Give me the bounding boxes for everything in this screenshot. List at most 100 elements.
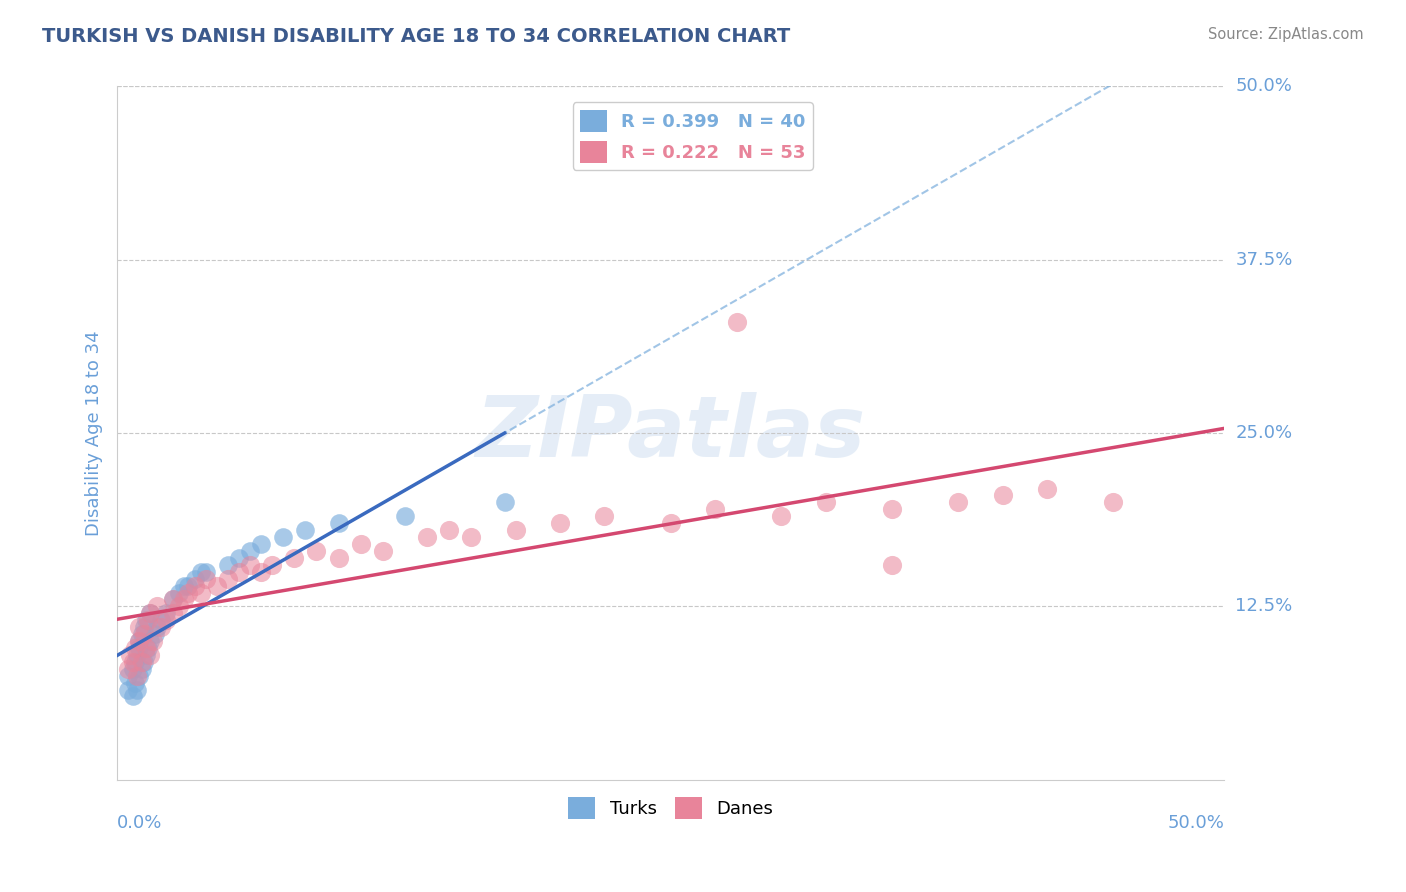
Point: [143, 627, 166, 641]
Text: 50.0%: 50.0%: [1167, 814, 1225, 832]
Point: [127, 682, 149, 697]
Point: [117, 682, 139, 697]
Point: [177, 578, 200, 592]
Point: [136, 640, 159, 655]
Point: [228, 565, 250, 579]
Point: [659, 516, 682, 531]
Point: [239, 544, 262, 558]
Point: [394, 509, 416, 524]
Point: [217, 572, 239, 586]
Point: [167, 585, 190, 599]
Point: [117, 669, 139, 683]
Point: [142, 634, 165, 648]
Point: [150, 613, 173, 627]
Point: [121, 655, 143, 669]
Point: [371, 544, 394, 558]
Text: TURKISH VS DANISH DISABILITY AGE 18 TO 34 CORRELATION CHART: TURKISH VS DANISH DISABILITY AGE 18 TO 3…: [42, 27, 790, 45]
Text: Source: ZipAtlas.com: Source: ZipAtlas.com: [1208, 27, 1364, 42]
Point: [194, 565, 217, 579]
Point: [294, 523, 316, 537]
Y-axis label: Disability Age 18 to 34: Disability Age 18 to 34: [86, 330, 103, 536]
Point: [128, 620, 150, 634]
Point: [190, 565, 212, 579]
Point: [155, 607, 177, 621]
Point: [460, 530, 482, 544]
Point: [328, 550, 350, 565]
Point: [1102, 495, 1125, 509]
Point: [162, 592, 184, 607]
Point: [132, 627, 155, 641]
Point: [250, 565, 273, 579]
Point: [177, 585, 200, 599]
Point: [135, 613, 157, 627]
Point: [328, 516, 350, 531]
Legend: Turks, Danes: Turks, Danes: [561, 789, 780, 826]
Point: [880, 558, 903, 572]
Point: [132, 620, 155, 634]
Point: [183, 578, 205, 592]
Point: [135, 648, 157, 662]
Point: [128, 669, 150, 683]
Point: [146, 620, 169, 634]
Text: ZIPatlas: ZIPatlas: [475, 392, 866, 475]
Text: 37.5%: 37.5%: [1236, 251, 1292, 268]
Point: [131, 655, 153, 669]
Point: [128, 634, 150, 648]
Point: [593, 509, 616, 524]
Point: [217, 558, 239, 572]
Point: [131, 662, 153, 676]
Point: [505, 523, 527, 537]
Point: [162, 592, 184, 607]
Point: [173, 578, 195, 592]
Point: [131, 627, 153, 641]
Point: [305, 544, 328, 558]
Point: [139, 607, 162, 621]
Point: [139, 607, 162, 621]
Point: [725, 315, 748, 329]
Point: [416, 530, 439, 544]
Point: [167, 599, 190, 614]
Point: [117, 662, 139, 676]
Point: [194, 572, 217, 586]
Point: [271, 530, 294, 544]
Point: [124, 655, 146, 669]
Point: [239, 558, 262, 572]
Point: [128, 640, 150, 655]
Point: [494, 495, 516, 509]
Point: [124, 640, 146, 655]
Point: [183, 572, 205, 586]
Point: [350, 537, 373, 551]
Point: [205, 578, 228, 592]
Point: [139, 634, 162, 648]
Text: 50.0%: 50.0%: [1236, 78, 1292, 95]
Text: 25.0%: 25.0%: [1236, 424, 1292, 442]
Point: [127, 669, 149, 683]
Point: [124, 675, 146, 690]
Point: [991, 488, 1014, 502]
Point: [127, 648, 149, 662]
Point: [155, 613, 177, 627]
Point: [228, 550, 250, 565]
Point: [770, 509, 793, 524]
Point: [121, 690, 143, 704]
Point: [120, 648, 142, 662]
Text: 12.5%: 12.5%: [1236, 598, 1292, 615]
Point: [703, 502, 725, 516]
Point: [173, 592, 195, 607]
Point: [814, 495, 837, 509]
Point: [190, 585, 212, 599]
Point: [283, 550, 305, 565]
Point: [135, 640, 157, 655]
Point: [132, 655, 155, 669]
Point: [146, 599, 169, 614]
Point: [262, 558, 284, 572]
Point: [136, 613, 159, 627]
Point: [548, 516, 571, 531]
Point: [150, 620, 173, 634]
Point: [121, 662, 143, 676]
Point: [948, 495, 970, 509]
Point: [880, 502, 903, 516]
Point: [250, 537, 273, 551]
Point: [139, 648, 162, 662]
Text: 0.0%: 0.0%: [117, 814, 163, 832]
